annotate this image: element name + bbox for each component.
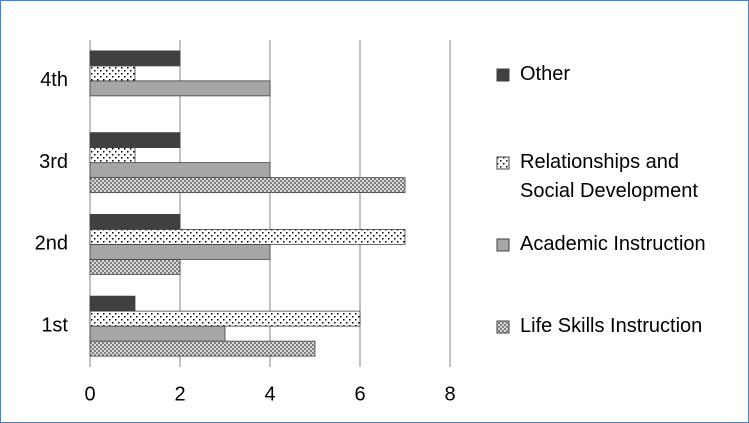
legend-swatch-box <box>496 320 510 334</box>
bar <box>89 243 271 260</box>
bar <box>89 80 271 97</box>
legend-swatch <box>496 68 510 82</box>
bar <box>89 50 181 67</box>
legend-label: Academic Instruction <box>520 233 706 255</box>
y-tick-label: 3rd <box>39 151 68 173</box>
x-tick-label: 6 <box>354 383 365 405</box>
legend-swatch <box>496 320 510 334</box>
legend-swatch-box <box>496 156 510 170</box>
bar <box>89 213 181 230</box>
x-tick-label: 4 <box>264 383 275 405</box>
x-tick-label: 8 <box>444 383 455 405</box>
legend-label: Life Skills Instruction <box>520 315 703 337</box>
bar <box>89 295 136 312</box>
legend-swatch <box>496 156 510 170</box>
legend-label: Relationships and Social Development <box>520 151 698 202</box>
bar <box>89 65 136 82</box>
bar <box>89 132 181 149</box>
legend-swatch-box <box>496 68 510 82</box>
bar <box>89 340 316 357</box>
bar <box>89 228 406 245</box>
legend-swatch <box>496 238 510 252</box>
y-tick-label: 2nd <box>35 233 68 255</box>
legend-entry: Relationships and Social Development <box>496 148 736 206</box>
y-tick-label: 1st <box>41 314 68 336</box>
bar <box>89 147 136 164</box>
legend-entry: Life Skills Instruction <box>496 312 736 341</box>
x-tick-label: 0 <box>84 383 95 405</box>
legend-entry: Other <box>496 60 736 89</box>
y-tick-label: 4th <box>40 69 68 91</box>
legend-entry: Academic Instruction <box>496 230 736 259</box>
x-tick-label: 2 <box>174 383 185 405</box>
legend-label: Other <box>520 63 571 85</box>
bar <box>89 325 226 342</box>
bar <box>89 162 271 179</box>
bar <box>89 310 361 327</box>
bar <box>89 177 406 194</box>
legend-swatch-box <box>496 238 510 252</box>
bar <box>89 258 181 275</box>
